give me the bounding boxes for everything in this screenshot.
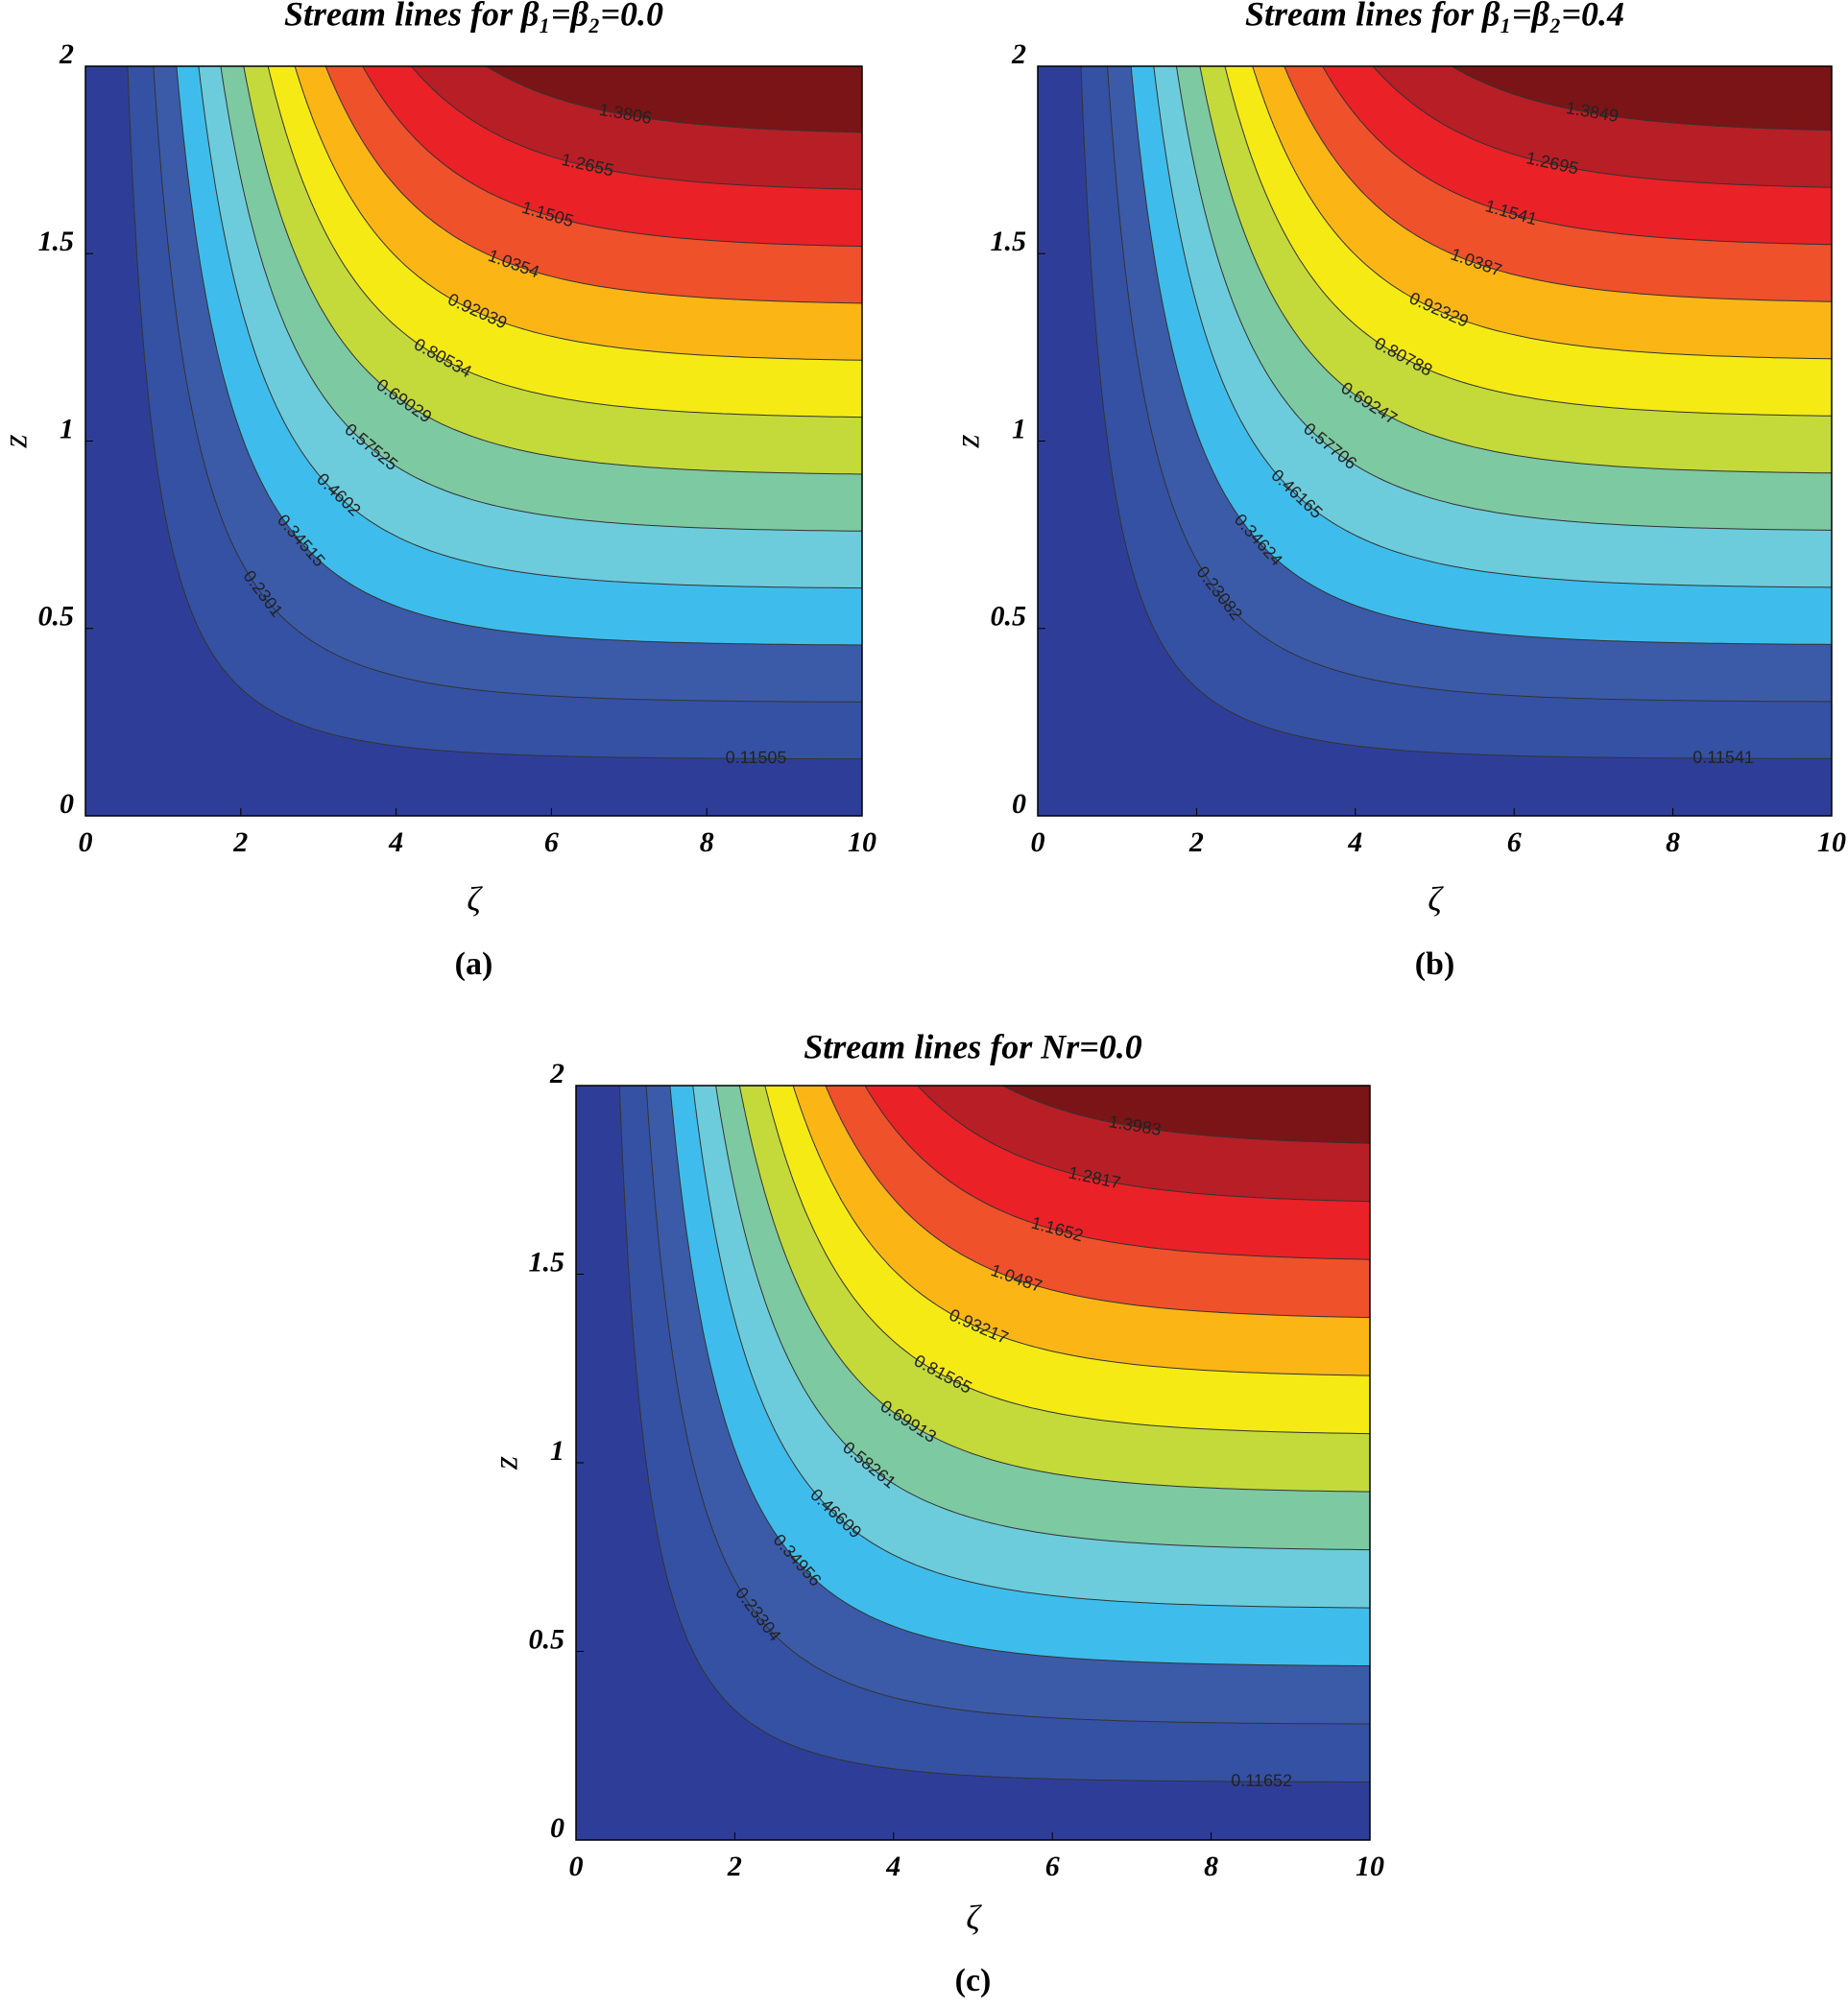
contour-line <box>1080 66 1832 759</box>
contour-line <box>692 1086 1370 1609</box>
y-tick-label: 1.5 <box>529 1246 565 1278</box>
contour-line <box>1284 66 1832 302</box>
x-tick-label: 0 <box>1031 826 1045 858</box>
contour-line <box>1451 66 1832 131</box>
caption: (c) <box>955 1963 992 1998</box>
chart-title: Stream lines for β₁=β₂=0.4 <box>1245 0 1624 33</box>
x-tick-label: 6 <box>544 826 559 858</box>
contour-line <box>220 66 862 532</box>
contour-line <box>1322 66 1832 246</box>
contour-line <box>294 66 862 361</box>
x-tick-label: 2 <box>232 826 248 858</box>
contour-line <box>645 1086 1370 1725</box>
panel: 0.116520.233040.349560.466090.582610.699… <box>486 1027 1384 1998</box>
x-tick-label: 4 <box>885 1851 900 1882</box>
y-axis-label: z <box>948 434 986 448</box>
x-tick-label: 0 <box>79 826 93 858</box>
contour-band <box>1002 1086 1370 1144</box>
chart-title: Stream lines for Nr=0.0 <box>804 1027 1142 1065</box>
contour-line <box>267 66 862 418</box>
contour-line <box>410 66 862 190</box>
contour-line <box>792 1086 1370 1376</box>
plot-area: 0.115050.23010.345150.46020.575250.69029… <box>85 66 862 816</box>
contour-line <box>738 1086 1370 1493</box>
contour-line <box>864 1086 1370 1260</box>
y-axis-label: z <box>0 434 34 448</box>
contour-band <box>1451 66 1832 131</box>
contour-line <box>764 1086 1370 1435</box>
contour-line <box>176 66 862 646</box>
contour-line <box>1224 66 1832 417</box>
chart-title: Stream lines for β₁=β₂=0.0 <box>284 0 663 33</box>
contour-line <box>153 66 862 703</box>
contour-line <box>486 66 862 133</box>
contour-line <box>127 66 862 760</box>
x-axis-label: ζ <box>1428 879 1444 918</box>
y-tick-label: 1 <box>1012 413 1026 444</box>
panel: 0.115050.23010.345150.46020.575250.69029… <box>0 0 876 982</box>
x-tick-label: 6 <box>1507 826 1522 858</box>
x-tick-label: 2 <box>727 1851 742 1882</box>
x-tick-label: 4 <box>388 826 403 858</box>
contour-line <box>1199 66 1832 474</box>
contour-line <box>917 1086 1370 1203</box>
contour-label: 0.11541 <box>1692 748 1754 767</box>
x-tick-label: 8 <box>700 826 714 858</box>
panel: 0.115410.230820.346240.461650.577060.692… <box>948 0 1846 982</box>
x-tick-label: 2 <box>1188 826 1204 858</box>
y-tick-label: 0.5 <box>38 601 75 633</box>
x-axis-label: ζ <box>467 879 483 918</box>
x-tick-label: 4 <box>1347 826 1362 858</box>
contour-line <box>324 66 862 304</box>
contour-line <box>618 1086 1370 1782</box>
y-tick-label: 2 <box>59 38 74 70</box>
y-tick-label: 0 <box>60 788 74 820</box>
caption: (b) <box>1415 946 1455 982</box>
contour-line <box>1130 66 1832 645</box>
y-tick-label: 1.5 <box>991 226 1027 257</box>
caption: (a) <box>455 946 493 982</box>
contour-label: 0.11652 <box>1231 1771 1292 1790</box>
contour-line <box>715 1086 1370 1551</box>
y-tick-label: 0.5 <box>529 1623 565 1655</box>
contour-line <box>825 1086 1370 1319</box>
x-tick-label: 8 <box>1204 1851 1218 1882</box>
x-tick-label: 0 <box>569 1851 584 1882</box>
y-tick-label: 1 <box>60 413 74 444</box>
contour-label: 0.11505 <box>726 748 787 767</box>
contour-line <box>1372 66 1832 188</box>
y-tick-label: 2 <box>1011 38 1026 70</box>
contour-line <box>1107 66 1832 703</box>
y-axis-label: z <box>486 1456 524 1470</box>
x-axis-label: ζ <box>966 1898 982 1936</box>
x-tick-label: 10 <box>1817 826 1846 858</box>
contour-line <box>1153 66 1832 588</box>
plot-area: 0.116520.233040.349560.466090.582610.699… <box>576 1086 1370 1840</box>
y-tick-label: 0 <box>1012 788 1026 820</box>
contour-band <box>486 66 862 132</box>
x-tick-label: 8 <box>1666 826 1680 858</box>
contour-line <box>243 66 862 475</box>
contour-line <box>1252 66 1832 360</box>
contour-line <box>1176 66 1832 531</box>
y-tick-label: 1.5 <box>38 226 75 257</box>
x-tick-label: 10 <box>1356 1851 1384 1882</box>
contour-line <box>669 1086 1370 1666</box>
y-tick-label: 1 <box>550 1435 564 1467</box>
contour-line <box>198 66 862 589</box>
y-tick-label: 0 <box>550 1812 564 1844</box>
x-tick-label: 10 <box>848 826 876 858</box>
contour-line <box>362 66 862 248</box>
x-tick-label: 6 <box>1045 1851 1060 1882</box>
y-tick-label: 2 <box>549 1058 564 1089</box>
plot-area: 0.115410.230820.346240.461650.577060.692… <box>1038 66 1832 816</box>
y-tick-label: 0.5 <box>991 601 1027 633</box>
contour-line <box>1002 1086 1370 1144</box>
